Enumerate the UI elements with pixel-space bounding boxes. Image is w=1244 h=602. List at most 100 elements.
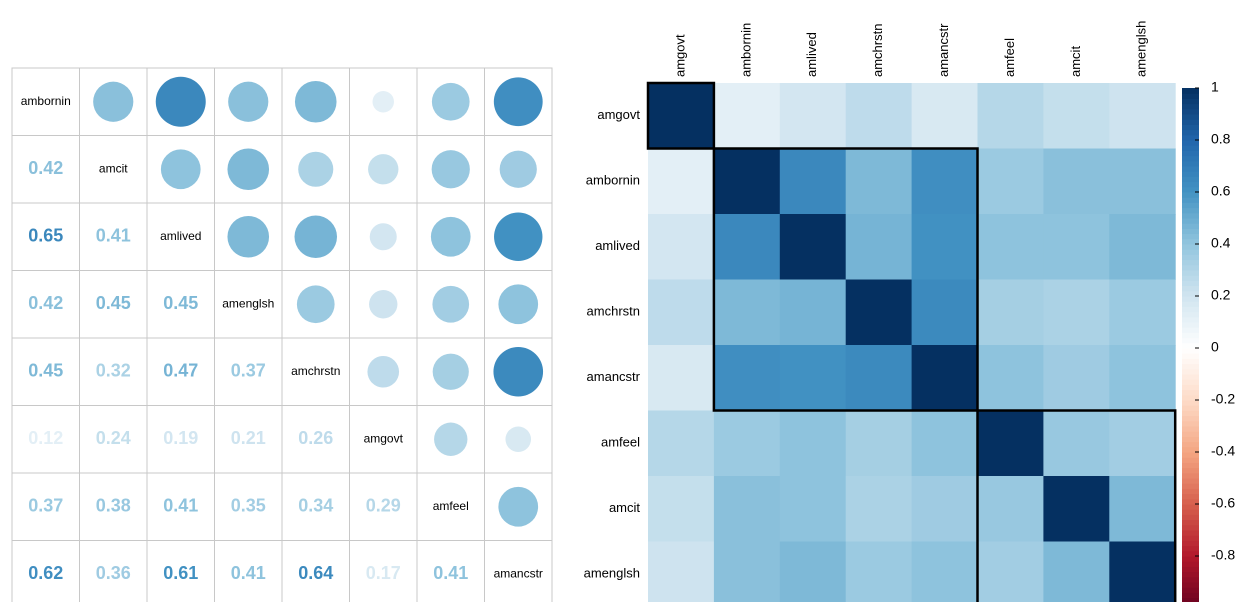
- heat-cell: [911, 83, 978, 149]
- colorbar-segment: [1182, 134, 1199, 141]
- diagonal-label: amlived: [160, 229, 201, 243]
- column-label: amlived: [804, 32, 819, 77]
- corr-circle: [493, 77, 543, 127]
- colorbar-segment: [1182, 478, 1199, 484]
- corr-circle: [227, 148, 270, 191]
- colorbar-segment: [1182, 212, 1199, 219]
- heat-cell: [648, 410, 715, 477]
- heat-cell: [713, 410, 781, 477]
- colorbar-segment: [1182, 363, 1199, 370]
- colorbar-segment: [1182, 410, 1199, 417]
- colorbar-segment: [1182, 322, 1199, 328]
- heat-cell: [1109, 83, 1176, 149]
- heat-cell: [1109, 279, 1176, 346]
- corr-circle: [294, 80, 337, 123]
- corr-value: 0.45: [96, 293, 131, 313]
- heat-cell: [648, 279, 715, 346]
- corr-circle: [498, 284, 539, 325]
- corr-value: 0.45: [28, 361, 63, 381]
- colorbar-segment: [1182, 342, 1199, 349]
- heat-cell: [977, 541, 1044, 602]
- heat-cell: [713, 541, 781, 602]
- corr-value: 0.36: [96, 563, 131, 583]
- colorbar-segment: [1182, 561, 1199, 567]
- corr-value: 0.41: [231, 563, 266, 583]
- heat-cell: [977, 476, 1044, 542]
- heat-cell: [911, 345, 978, 411]
- colorbar-segment: [1182, 348, 1199, 354]
- heat-cell: [1109, 476, 1176, 542]
- colorbar-segment: [1182, 587, 1199, 593]
- colorbar-segment: [1182, 145, 1199, 151]
- column-label: amchrstn: [870, 24, 885, 77]
- row-label: amfeel: [601, 435, 640, 450]
- colorbar-segment: [1182, 405, 1199, 411]
- colorbar-segment: [1182, 166, 1199, 172]
- colorbar-segment: [1182, 472, 1199, 479]
- heat-cell: [713, 148, 781, 215]
- corr-value: 0.17: [366, 563, 401, 583]
- corr-value: 0.41: [163, 496, 198, 516]
- heat-cell: [845, 83, 913, 149]
- colorbar-segment: [1182, 238, 1199, 245]
- corr-circle: [294, 215, 338, 259]
- colorbar-segment: [1182, 545, 1199, 552]
- colorbar-segment: [1182, 150, 1199, 157]
- corr-value: 0.42: [28, 158, 63, 178]
- heat-cell: [1109, 541, 1176, 602]
- colorbar-segment: [1182, 207, 1199, 214]
- corr-circle: [160, 149, 201, 190]
- corr-value: 0.42: [28, 293, 63, 313]
- row-label: amancstr: [587, 369, 641, 384]
- corr-value: 0.62: [28, 563, 63, 583]
- colorbar-segment: [1182, 228, 1199, 235]
- heat-cell: [1109, 410, 1176, 477]
- corr-value: 0.41: [96, 226, 131, 246]
- heat-cell: [911, 214, 978, 280]
- cluster-box: [712, 147, 979, 412]
- colorbar-segment: [1182, 535, 1199, 541]
- colorbar-segment: [1182, 114, 1199, 120]
- heat-cell: [1043, 279, 1110, 346]
- colorbar-segment: [1182, 301, 1199, 307]
- colorbar-segment: [1182, 233, 1199, 240]
- heat-cell: [1043, 476, 1110, 542]
- colorbar-segment: [1182, 160, 1199, 167]
- heat-cell: [1109, 345, 1176, 411]
- heat-cell: [648, 476, 715, 542]
- colorbar-segment: [1182, 498, 1199, 505]
- heat-cell: [845, 279, 913, 346]
- corr-value: 0.32: [96, 361, 131, 381]
- colorbar-segment: [1182, 249, 1199, 255]
- colorbar-segment: [1182, 582, 1199, 588]
- colorbar-segment: [1182, 176, 1199, 183]
- colorbar-segment: [1182, 514, 1199, 521]
- heat-cell: [779, 214, 847, 280]
- colorbar-segment: [1182, 264, 1199, 271]
- colorbar-segment: [1182, 509, 1199, 515]
- corr-value: 0.34: [298, 496, 333, 516]
- colorbar-segment: [1182, 436, 1199, 443]
- corr-value: 0.21: [231, 428, 266, 448]
- corr-value: 0.64: [298, 563, 333, 583]
- heat-cell: [1043, 541, 1110, 602]
- heat-cell: [911, 476, 978, 542]
- colorbar-segment: [1182, 192, 1199, 198]
- corr-circle: [432, 353, 469, 390]
- colorbar-segment: [1182, 244, 1199, 250]
- colorbar-tick-label: 0.4: [1211, 235, 1231, 251]
- colorbar-segment: [1182, 431, 1199, 437]
- heat-cell: [1043, 83, 1110, 149]
- column-label: amcit: [1068, 46, 1083, 77]
- corr-value: 0.24: [96, 428, 131, 448]
- heat-cell: [779, 345, 847, 411]
- heat-cell: [1043, 410, 1110, 477]
- corr-circle: [228, 81, 269, 122]
- colorbar-segment: [1182, 337, 1199, 344]
- colorbar-segment: [1182, 218, 1199, 224]
- colorbar-segment: [1182, 415, 1199, 422]
- heat-cell: [648, 83, 715, 149]
- colorbar-segment: [1182, 374, 1199, 380]
- corr-value: 0.41: [433, 563, 468, 583]
- colorbar-segment: [1182, 400, 1199, 406]
